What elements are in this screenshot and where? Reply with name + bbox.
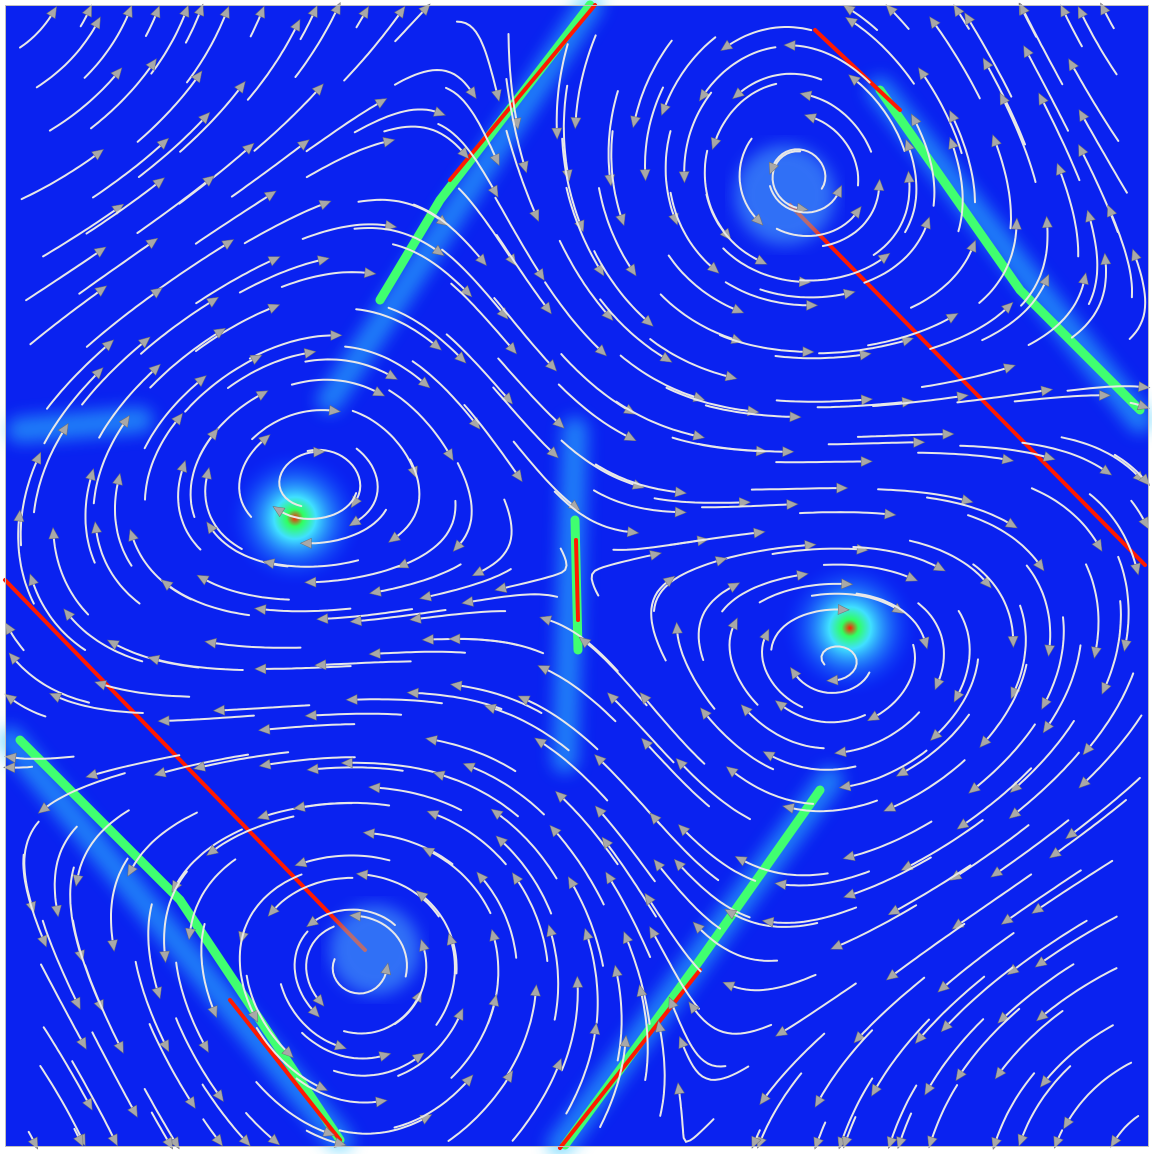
vortex-core — [780, 558, 920, 698]
streamline — [776, 461, 866, 462]
flow-visualization — [0, 0, 1152, 1154]
ridge-line — [576, 540, 578, 620]
page: (() => { const svg = document.getElement… — [0, 0, 1152, 1154]
vortex-glow — [330, 905, 420, 995]
